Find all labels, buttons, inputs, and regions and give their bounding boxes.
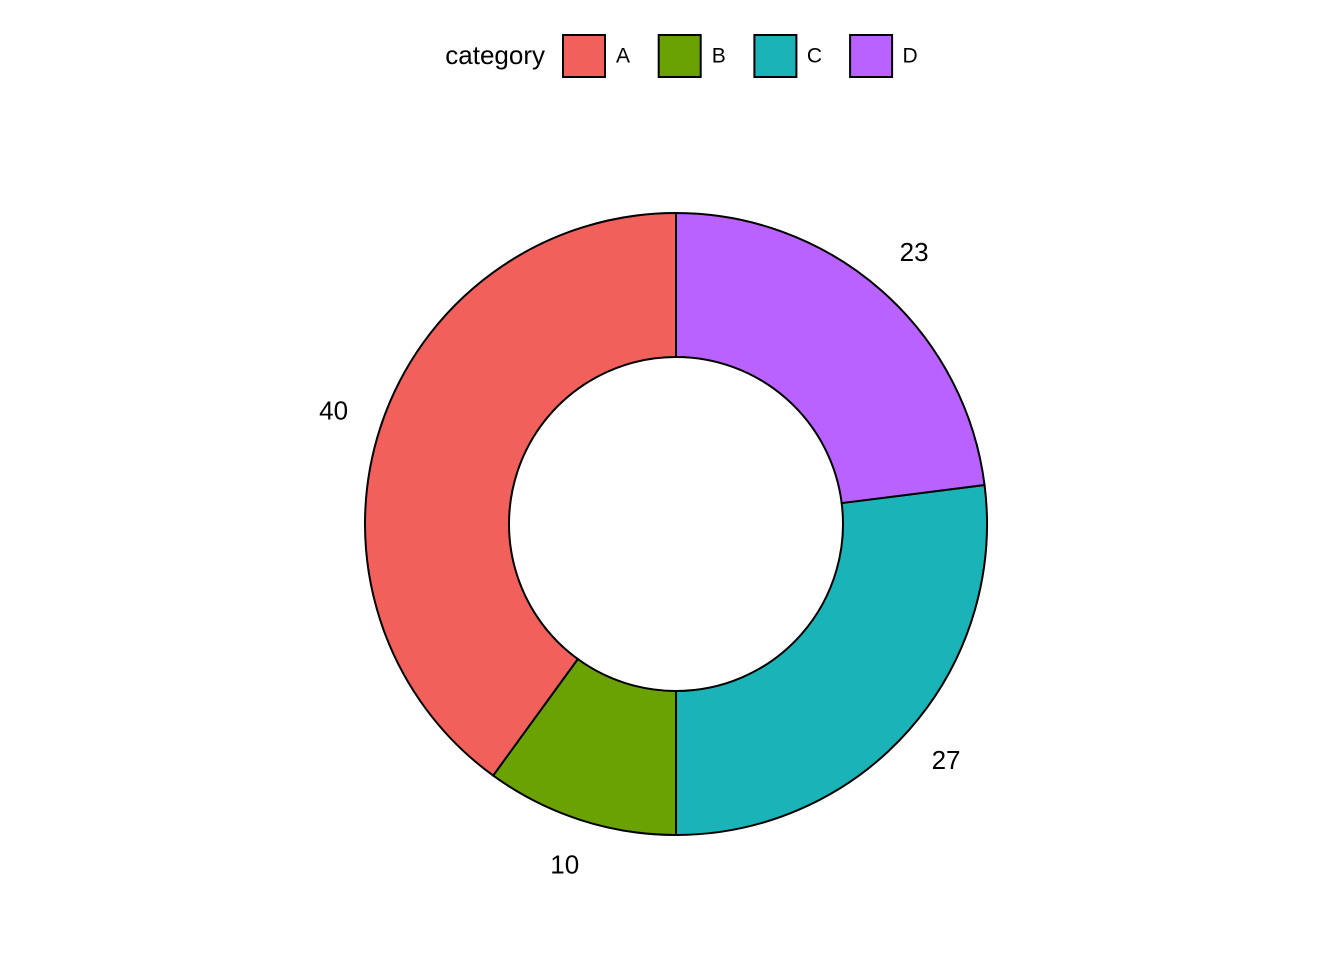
data-label: 10 [550, 849, 579, 879]
legend-label: C [807, 45, 822, 68]
legend-label: B [712, 45, 726, 68]
legend-label: D [903, 45, 918, 68]
data-label: 40 [319, 396, 348, 426]
legend-key [849, 34, 894, 78]
donut-slice [364, 211, 677, 778]
legend-title: category [445, 40, 545, 70]
legend-key [562, 34, 606, 78]
data-label: 27 [932, 745, 961, 775]
legend-key [753, 34, 798, 78]
donut-slice [675, 211, 986, 505]
legend-key [657, 34, 702, 78]
data-label: 23 [900, 237, 929, 267]
donut-slice [675, 483, 988, 837]
legend-label: A [616, 45, 630, 68]
